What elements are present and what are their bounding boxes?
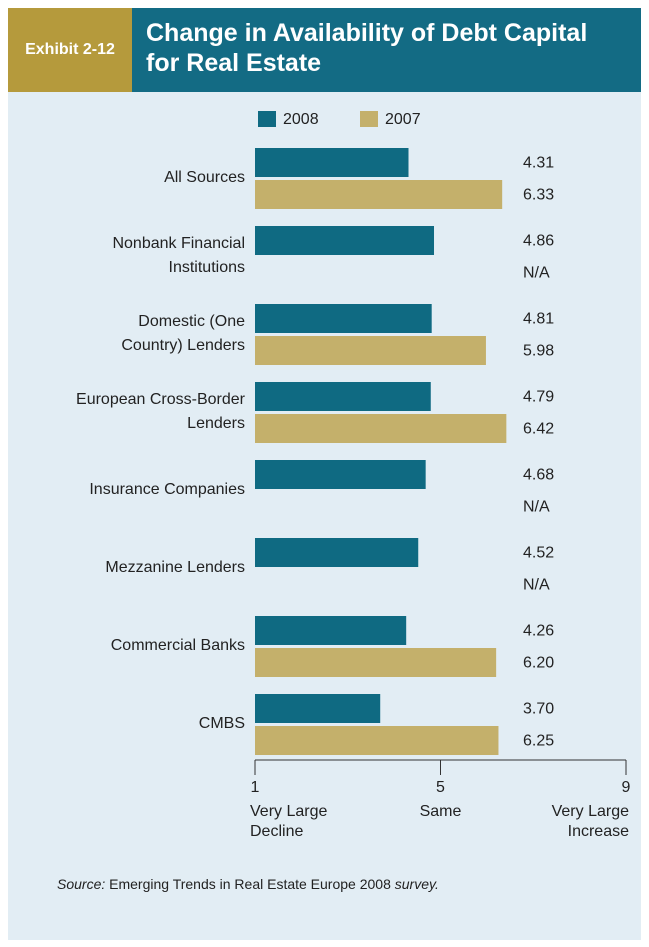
bar xyxy=(255,226,435,255)
bar xyxy=(255,180,503,209)
x-tick-description: Very Large Decline xyxy=(250,803,327,840)
category-label: CMBS xyxy=(198,715,245,732)
category-label: Mezzanine Lenders xyxy=(105,559,245,576)
category-label: Nonbank Financial Institutions xyxy=(112,235,245,276)
value-label: 6.33 xyxy=(523,187,554,204)
value-label: 6.42 xyxy=(523,421,554,438)
source-text: Emerging Trends in Real Estate Europe 20… xyxy=(109,876,391,892)
value-label: 6.25 xyxy=(523,733,554,750)
category-label: European Cross-Border Lenders xyxy=(76,391,245,432)
value-label: 4.86 xyxy=(523,233,554,250)
value-label: 6.20 xyxy=(523,655,554,672)
value-label: 4.79 xyxy=(523,389,554,406)
source-note: Source: Emerging Trends in Real Estate E… xyxy=(57,876,439,892)
category-label: Commercial Banks xyxy=(110,637,245,654)
legend-swatch xyxy=(360,111,378,127)
chart-title: Change in Availability of Debt Capital f… xyxy=(146,19,588,77)
value-label: N/A xyxy=(523,499,550,516)
value-label: 4.26 xyxy=(523,623,554,640)
exhibit-label: Exhibit 2-12 xyxy=(8,8,132,92)
bar xyxy=(255,336,486,365)
bar xyxy=(255,148,409,177)
source-label: Source: xyxy=(57,876,106,892)
bar xyxy=(255,616,407,645)
source-suffix: survey. xyxy=(394,876,439,892)
value-label: 3.70 xyxy=(523,701,554,718)
legend-swatch xyxy=(258,111,276,127)
value-label: 4.52 xyxy=(523,545,554,562)
category-label: Insurance Companies xyxy=(89,481,245,498)
bar xyxy=(255,414,507,443)
x-tick-description: Very Large Increase xyxy=(552,803,629,840)
value-label: N/A xyxy=(523,577,550,594)
legend-label: 2008 xyxy=(283,111,319,128)
title-box: Change in Availability of Debt Capital f… xyxy=(132,8,641,92)
bar xyxy=(255,460,426,489)
value-label: 4.68 xyxy=(523,467,554,484)
bar xyxy=(255,382,431,411)
value-label: 4.81 xyxy=(523,311,554,328)
bar xyxy=(255,648,497,677)
category-label: All Sources xyxy=(164,169,245,186)
value-label: 4.31 xyxy=(523,155,554,172)
x-tick-label: 1 xyxy=(251,779,260,796)
legend-label: 2007 xyxy=(385,111,421,128)
value-label: 5.98 xyxy=(523,343,554,360)
x-tick-label: 5 xyxy=(436,779,445,796)
bar xyxy=(255,694,381,723)
bar xyxy=(255,538,419,567)
bar xyxy=(255,304,432,333)
x-tick-label: 9 xyxy=(622,779,631,796)
x-tick-description: Same xyxy=(420,803,462,820)
value-label: N/A xyxy=(523,265,550,282)
bar xyxy=(255,726,499,755)
category-label: Domestic (One Country) Lenders xyxy=(121,313,245,354)
